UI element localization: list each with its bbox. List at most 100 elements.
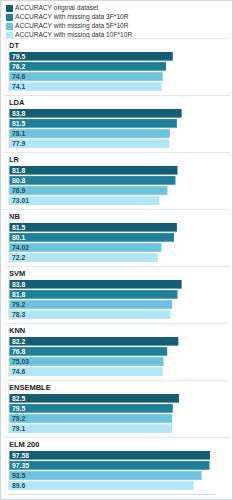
data-label: 79.2 [12,415,25,422]
bar [9,243,161,252]
group-separator [3,152,230,153]
data-label: 82.5 [12,395,25,402]
data-label: 74.02 [12,244,29,251]
group-separator [3,95,230,96]
legend-swatch [6,23,13,30]
data-label: 81.5 [12,120,25,127]
legend-item: ACCURACY with missing data 5F*10R [6,22,128,30]
legend-item: ACCURACY with missing data 10F*10R [6,31,132,39]
bar [9,109,182,118]
data-label: 79.1 [12,425,25,432]
data-label: 73.01 [12,197,29,204]
bar [9,451,210,460]
bar [9,280,182,289]
legend-swatch [6,14,13,21]
group-separator [3,266,230,267]
group-separator [3,380,230,381]
data-label: 76.8 [12,348,25,355]
legend-swatch [6,32,13,39]
legend-swatch [6,5,13,12]
data-label: 76.2 [12,63,25,70]
bar [9,310,170,319]
bar [9,72,163,81]
legend-label: ACCURACY original dataset [15,4,98,12]
data-label: 77.9 [12,140,25,147]
data-label: 97.58 [12,452,29,459]
bar [9,300,172,309]
bar [9,337,178,346]
category-label: NB [9,212,20,221]
bar [9,253,158,262]
data-label: 79.5 [12,405,25,412]
category-label: ENSEMBLE [9,383,51,392]
bar [9,290,178,299]
bar [9,119,177,128]
bar [9,139,169,148]
data-label: 76.9 [12,187,25,194]
group-separator [3,38,230,39]
data-label: 82.2 [12,338,25,345]
legend-item: ACCURACY with missing data 3F*10R [6,13,128,21]
bar [9,82,162,91]
legend-label: ACCURACY with missing data 10F*10R [15,31,132,39]
bar [9,347,167,356]
group-separator [3,323,230,324]
data-label: 78.3 [12,311,25,318]
bar [9,186,167,195]
bar [9,62,166,71]
bar [9,367,163,376]
legend-label: ACCURACY with missing data 5F*10R [15,22,128,30]
data-label: 75.03 [12,358,29,365]
data-label: 83.8 [12,110,25,117]
data-label: 93.5 [12,472,25,479]
data-label: 80.1 [12,234,25,241]
bar [9,357,164,366]
bar [9,404,173,413]
bar [9,223,177,232]
bars [9,52,210,490]
axis-line [9,155,10,206]
axis-line [9,326,10,377]
chart: DT 79.5 76.2 74.6 74.1 LDA 83.8 81.5 78.1 77.9 LR 8… [0,0,233,500]
legend-label: ACCURACY with missing data 3F*10R [15,13,128,21]
bar [9,166,178,175]
axis-line [9,269,10,320]
category-label: LDA [9,98,25,107]
legend: ACCURACY original datasetACCURACY with m… [6,4,228,40]
data-label: 74.6 [12,368,25,375]
bar [9,394,179,403]
bar [9,414,172,423]
axis-line [9,41,10,92]
category-label: KNN [9,326,25,335]
category-label: LR [9,155,20,164]
group-separator [3,209,230,210]
data-label: 78.1 [12,130,25,137]
legend-item: ACCURACY original dataset [6,4,98,12]
data-label: 74.1 [12,83,25,90]
data-label: 74.6 [12,73,25,80]
category-label: ELM 200 [9,440,39,449]
bar [9,52,173,61]
axis-line [9,383,10,434]
category-label: SVM [9,269,25,278]
axis-line [9,440,10,491]
bar [9,233,174,242]
labels: DT 79.5 76.2 74.6 74.1 LDA 83.8 81.5 78.1 77.9 LR 8… [9,41,51,489]
data-label: 79.5 [12,53,25,60]
data-label: 81.5 [12,224,25,231]
bar [9,176,175,185]
data-label: 81.8 [12,167,25,174]
data-label: 79.2 [12,301,25,308]
bar [9,129,170,138]
data-label: 81.8 [12,291,25,298]
bar [9,196,159,205]
category-label: DT [9,41,19,50]
bar [9,461,210,470]
x-axis-line [9,494,215,495]
bar [9,471,202,480]
data-label: 80.8 [12,177,25,184]
data-label: 72.2 [12,254,25,261]
group-separator [3,437,230,438]
data-label: 83.8 [12,281,25,288]
axis-line [9,98,10,149]
